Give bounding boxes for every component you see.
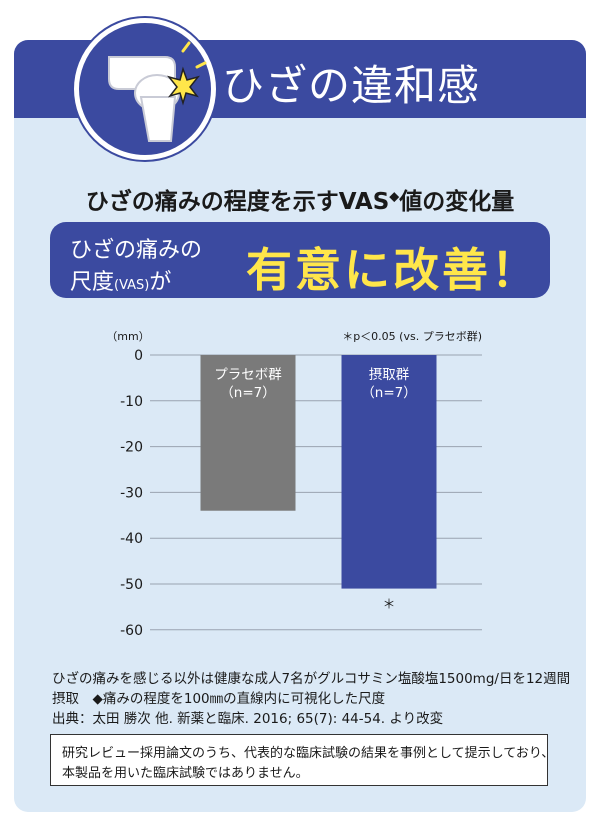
y-tick-label: -10 — [120, 394, 143, 410]
banner-highlight: 有意に改善！ — [246, 243, 540, 297]
banner-line1: ひざの痛みの — [70, 238, 203, 263]
content-card — [14, 40, 586, 812]
banner-line2-post: が — [149, 270, 172, 295]
bar-category-label: プラセボ群 — [214, 367, 282, 383]
y-tick-label: -50 — [120, 577, 143, 593]
significance-note: ＊p＜0.05 (vs. プラセボ群) — [342, 329, 482, 343]
bar-category-label: 摂取群 — [369, 367, 410, 383]
subtitle-mark: ◆ — [389, 189, 400, 205]
y-tick-label: -40 — [120, 531, 143, 547]
y-tick-label: -20 — [120, 440, 143, 456]
banner-line2: 尺度(VAS)が — [70, 264, 171, 296]
bar — [341, 355, 437, 589]
header-title: ひざの違和感 — [222, 61, 481, 110]
note-line2: 摂取 ◆痛みの程度を100㎜の直線内に可視化した尺度 — [52, 691, 386, 707]
y-tick-label: -30 — [120, 485, 143, 501]
disclaimer-line2: 本製品を用いた臨床試験ではありません。 — [62, 766, 309, 781]
subtitle-suffix: 値の変化量 — [399, 189, 515, 215]
subtitle-text: ひざの痛みの程度を示すVAS — [85, 189, 390, 215]
knee-pain-icon — [108, 41, 207, 142]
y-tick-label: 0 — [134, 348, 143, 364]
y-tick-label: -60 — [120, 623, 143, 639]
note-line3: 出典：太田 勝次 他. 新薬と臨床. 2016; 65(7): 44-54. よ… — [52, 711, 444, 727]
vas-bar-chart: （mm） ＊p＜0.05 (vs. プラセボ群) 0 -10 -20 -30 -40 -50 -… — [106, 329, 482, 639]
disclaimer-line1: 研究レビュー採用論文のうち、代表的な臨床試験の結果を事例として提示しており、 — [62, 746, 555, 761]
note-line1: ひざの痛みを感じる以外は健康な成人7名がグルコサミン塩酸塩1500mg/日を12… — [52, 671, 571, 687]
bar-category-label: （n=7） — [361, 385, 416, 401]
chart-subtitle: ひざの痛みの程度を示すVAS◆値の変化量 — [0, 182, 600, 216]
knee-badge — [74, 18, 216, 160]
bar — [200, 355, 296, 511]
banner-line2-pre: 尺度 — [70, 270, 115, 295]
disclaimer-box — [50, 734, 548, 786]
significance-marker: ＊ — [382, 598, 395, 613]
y-unit-label: （mm） — [106, 330, 149, 343]
banner-line2-small: (VAS) — [114, 278, 150, 293]
result-banner — [50, 222, 550, 298]
bar-category-label: （n=7） — [220, 385, 275, 401]
